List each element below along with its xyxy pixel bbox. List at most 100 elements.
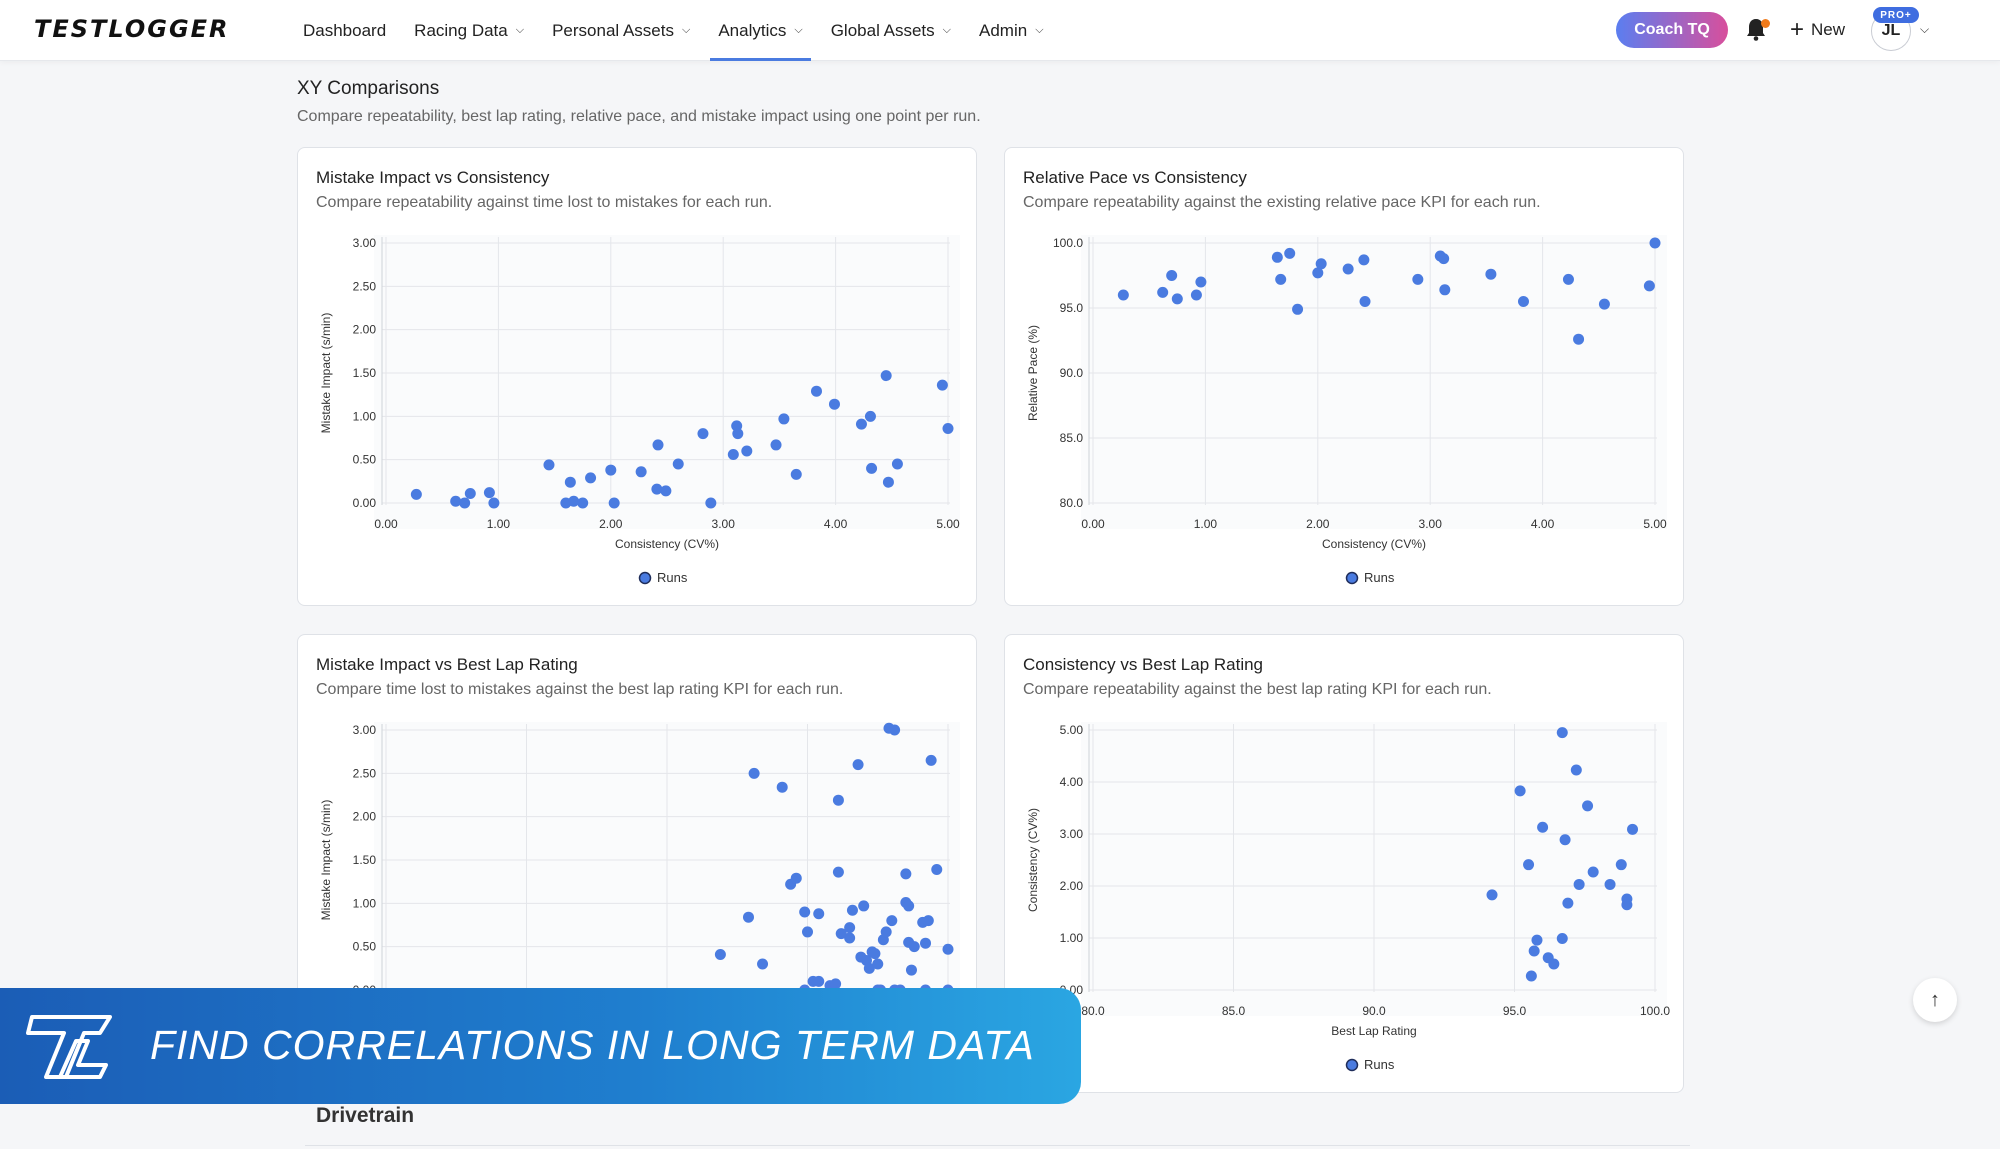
scatter-chart[interactable]: 0.00 1.00 2.00 3.00 4.00 5.00 80.0 85.0 90.0 95.0…: [1005, 148, 1685, 607]
data-point[interactable]: [741, 445, 753, 457]
data-point[interactable]: [802, 926, 813, 938]
data-point[interactable]: [891, 458, 903, 470]
data-point[interactable]: [828, 398, 840, 410]
data-point[interactable]: [742, 911, 754, 923]
data-point[interactable]: [1570, 764, 1582, 776]
data-point[interactable]: [1438, 253, 1450, 265]
data-point[interactable]: [908, 941, 920, 953]
data-point[interactable]: [844, 922, 856, 934]
data-point[interactable]: [543, 459, 555, 471]
data-point[interactable]: [813, 975, 825, 987]
scatter-chart[interactable]: 80.0 85.0 90.0 95.0 100.00.001.002.003.004.0…: [1005, 635, 1685, 1094]
coach-button[interactable]: Coach TQ: [1616, 12, 1728, 48]
data-point[interactable]: [846, 904, 858, 916]
data-point[interactable]: [832, 794, 844, 806]
new-button[interactable]: + New: [1790, 16, 1845, 44]
data-point[interactable]: [705, 497, 717, 509]
data-point[interactable]: [608, 497, 620, 509]
data-point[interactable]: [1117, 289, 1129, 301]
data-point[interactable]: [790, 872, 802, 884]
data-point[interactable]: [863, 962, 875, 974]
data-point[interactable]: [903, 900, 915, 912]
data-point[interactable]: [858, 900, 870, 912]
data-point[interactable]: [1559, 834, 1571, 846]
data-point[interactable]: [1562, 273, 1574, 285]
data-point[interactable]: [776, 781, 788, 793]
data-point[interactable]: [864, 410, 876, 422]
data-point[interactable]: [1621, 893, 1633, 905]
data-point[interactable]: [568, 495, 580, 507]
data-point[interactable]: [732, 428, 744, 440]
data-point[interactable]: [1548, 958, 1560, 970]
data-point[interactable]: [869, 948, 881, 960]
data-point[interactable]: [459, 497, 471, 509]
data-point[interactable]: [1412, 273, 1424, 285]
data-point[interactable]: [931, 864, 943, 876]
data-point[interactable]: [905, 964, 917, 976]
data-point[interactable]: [1166, 270, 1178, 281]
data-point[interactable]: [778, 413, 790, 425]
data-point[interactable]: [1523, 859, 1535, 871]
data-point[interactable]: [942, 422, 954, 434]
data-point[interactable]: [1315, 258, 1327, 270]
data-point[interactable]: [889, 724, 901, 736]
data-point[interactable]: [1342, 263, 1354, 275]
data-point[interactable]: [920, 937, 932, 949]
data-point[interactable]: [564, 476, 576, 488]
data-point[interactable]: [672, 458, 684, 470]
data-point[interactable]: [844, 932, 856, 944]
data-point[interactable]: [714, 948, 726, 960]
nav-dashboard[interactable]: Dashboard: [303, 0, 386, 61]
nav-racing-data[interactable]: Racing Data ⌵: [414, 0, 524, 61]
data-point[interactable]: [464, 487, 476, 499]
data-point[interactable]: [1556, 933, 1568, 945]
legend-label[interactable]: Runs: [657, 570, 688, 585]
data-point[interactable]: [697, 428, 709, 440]
data-point[interactable]: [1615, 859, 1627, 871]
scroll-to-top-button[interactable]: ↑: [1913, 978, 1957, 1022]
data-point[interactable]: [866, 462, 878, 474]
data-point[interactable]: [1598, 298, 1610, 310]
data-point[interactable]: [1525, 970, 1537, 982]
data-point[interactable]: [799, 906, 811, 918]
data-point[interactable]: [1537, 821, 1549, 833]
data-point[interactable]: [1275, 273, 1287, 285]
data-point[interactable]: [1485, 268, 1497, 280]
data-point[interactable]: [652, 439, 664, 451]
data-point[interactable]: [585, 472, 597, 484]
data-point[interactable]: [880, 926, 892, 938]
nav-admin[interactable]: Admin ⌵: [979, 0, 1044, 61]
data-point[interactable]: [1531, 934, 1543, 946]
data-point[interactable]: [748, 767, 760, 779]
data-point[interactable]: [1604, 878, 1616, 890]
scatter-chart[interactable]: 80.085.090.095.0100.00.000.501.001.502.0…: [298, 635, 978, 1094]
data-point[interactable]: [770, 439, 782, 451]
data-point[interactable]: [855, 418, 867, 430]
data-point[interactable]: [922, 915, 934, 927]
data-point[interactable]: [1171, 293, 1183, 305]
data-point[interactable]: [1190, 289, 1202, 301]
data-point[interactable]: [872, 958, 884, 970]
data-point[interactable]: [1486, 889, 1498, 901]
data-point[interactable]: [1195, 276, 1207, 288]
data-point[interactable]: [1358, 254, 1370, 266]
data-point[interactable]: [483, 487, 495, 499]
data-point[interactable]: [1587, 866, 1599, 878]
scatter-chart[interactable]: 0.00 1.00 2.00 3.00 4.00 5.00 0.00 0.50 1.00 1.50…: [298, 148, 978, 607]
data-point[interactable]: [886, 915, 898, 927]
data-point[interactable]: [757, 958, 769, 970]
data-point[interactable]: [1271, 251, 1283, 263]
data-point[interactable]: [605, 464, 617, 476]
nav-analytics[interactable]: Analytics ⌵: [710, 0, 812, 61]
data-point[interactable]: [1643, 280, 1655, 292]
data-point[interactable]: [810, 385, 822, 397]
data-point[interactable]: [813, 908, 825, 920]
nav-personal-assets[interactable]: Personal Assets ⌵: [552, 0, 690, 61]
data-point[interactable]: [1312, 267, 1324, 279]
data-point[interactable]: [1292, 303, 1304, 315]
data-point[interactable]: [790, 468, 802, 480]
data-point[interactable]: [1556, 727, 1568, 739]
data-point[interactable]: [660, 485, 672, 497]
data-point[interactable]: [830, 978, 842, 990]
data-point[interactable]: [882, 476, 894, 488]
